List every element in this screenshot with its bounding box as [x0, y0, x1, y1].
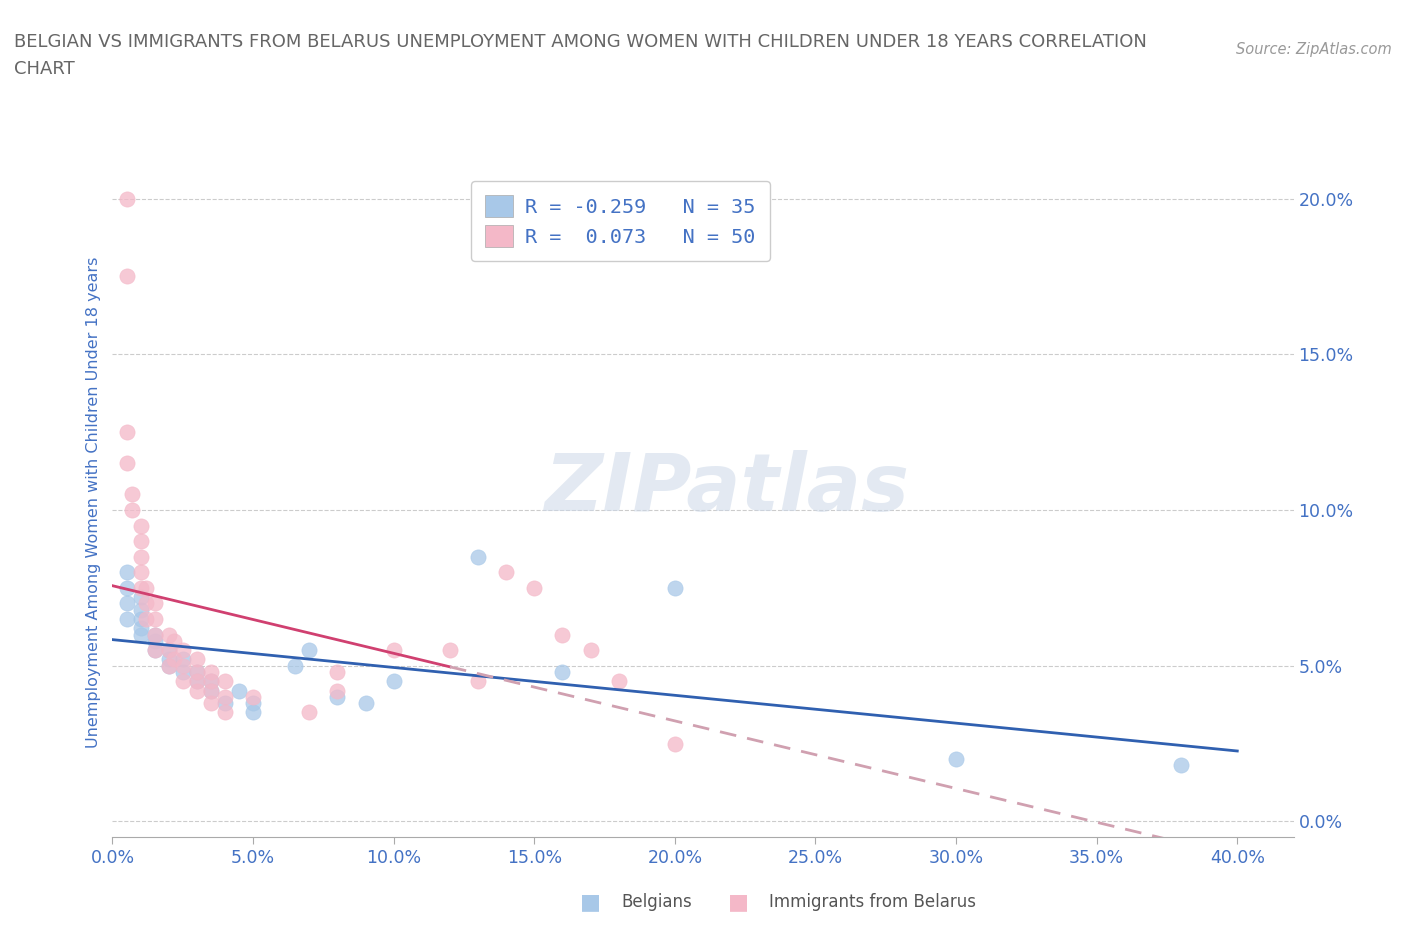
Point	[135, 596, 157, 611]
Point	[214, 705, 236, 720]
Point	[172, 652, 194, 667]
Point	[467, 674, 489, 689]
Point	[200, 684, 222, 698]
Point	[143, 612, 166, 627]
Y-axis label: Unemployment Among Women with Children Under 18 years: Unemployment Among Women with Children U…	[86, 257, 101, 748]
Point	[298, 705, 321, 720]
Point	[214, 689, 236, 704]
Text: Immigrants from Belarus: Immigrants from Belarus	[769, 893, 976, 911]
Text: ■: ■	[581, 892, 600, 912]
Point	[143, 633, 166, 648]
Point	[382, 674, 405, 689]
Text: ■: ■	[728, 892, 748, 912]
Point	[439, 643, 461, 658]
Point	[186, 684, 208, 698]
Point	[121, 487, 143, 502]
Point	[172, 674, 194, 689]
Point	[129, 612, 152, 627]
Point	[1170, 758, 1192, 773]
Text: CHART: CHART	[14, 60, 75, 78]
Point	[326, 684, 349, 698]
Point	[135, 580, 157, 595]
Point	[143, 627, 166, 642]
Point	[115, 456, 138, 471]
Point	[157, 652, 180, 667]
Point	[242, 689, 264, 704]
Point	[115, 612, 138, 627]
Point	[186, 665, 208, 680]
Point	[121, 502, 143, 517]
Point	[945, 751, 967, 766]
Point	[200, 665, 222, 680]
Point	[129, 627, 152, 642]
Point	[186, 665, 208, 680]
Point	[135, 612, 157, 627]
Point	[115, 269, 138, 284]
Point	[157, 658, 180, 673]
Point	[163, 652, 186, 667]
Point	[143, 627, 166, 642]
Point	[129, 550, 152, 565]
Point	[326, 665, 349, 680]
Point	[551, 665, 574, 680]
Point	[200, 696, 222, 711]
Point	[242, 696, 264, 711]
Legend: R = -0.259   N = 35, R =  0.073   N = 50: R = -0.259 N = 35, R = 0.073 N = 50	[471, 180, 769, 261]
Point	[664, 737, 686, 751]
Point	[129, 621, 152, 636]
Text: BELGIAN VS IMMIGRANTS FROM BELARUS UNEMPLOYMENT AMONG WOMEN WITH CHILDREN UNDER : BELGIAN VS IMMIGRANTS FROM BELARUS UNEMP…	[14, 33, 1147, 50]
Point	[115, 565, 138, 579]
Point	[129, 590, 152, 604]
Point	[200, 674, 222, 689]
Point	[467, 550, 489, 565]
Point	[143, 643, 166, 658]
Point	[129, 565, 152, 579]
Point	[607, 674, 630, 689]
Point	[186, 652, 208, 667]
Text: Source: ZipAtlas.com: Source: ZipAtlas.com	[1236, 42, 1392, 57]
Point	[157, 658, 180, 673]
Point	[214, 696, 236, 711]
Point	[143, 643, 166, 658]
Point	[298, 643, 321, 658]
Point	[115, 580, 138, 595]
Point	[579, 643, 602, 658]
Point	[200, 674, 222, 689]
Point	[129, 603, 152, 618]
Point	[326, 689, 349, 704]
Point	[200, 684, 222, 698]
Point	[129, 534, 152, 549]
Point	[129, 580, 152, 595]
Point	[284, 658, 307, 673]
Point	[143, 596, 166, 611]
Point	[354, 696, 377, 711]
Point	[172, 665, 194, 680]
Point	[242, 705, 264, 720]
Point	[523, 580, 546, 595]
Point	[157, 643, 180, 658]
Point	[157, 627, 180, 642]
Point	[129, 518, 152, 533]
Point	[186, 674, 208, 689]
Point	[228, 684, 250, 698]
Point	[495, 565, 517, 579]
Point	[186, 674, 208, 689]
Text: Belgians: Belgians	[621, 893, 692, 911]
Point	[163, 633, 186, 648]
Point	[115, 425, 138, 440]
Text: ZIPatlas: ZIPatlas	[544, 450, 910, 528]
Point	[172, 643, 194, 658]
Point	[157, 643, 180, 658]
Point	[172, 658, 194, 673]
Point	[115, 596, 138, 611]
Point	[115, 191, 138, 206]
Point	[664, 580, 686, 595]
Point	[382, 643, 405, 658]
Point	[551, 627, 574, 642]
Point	[214, 674, 236, 689]
